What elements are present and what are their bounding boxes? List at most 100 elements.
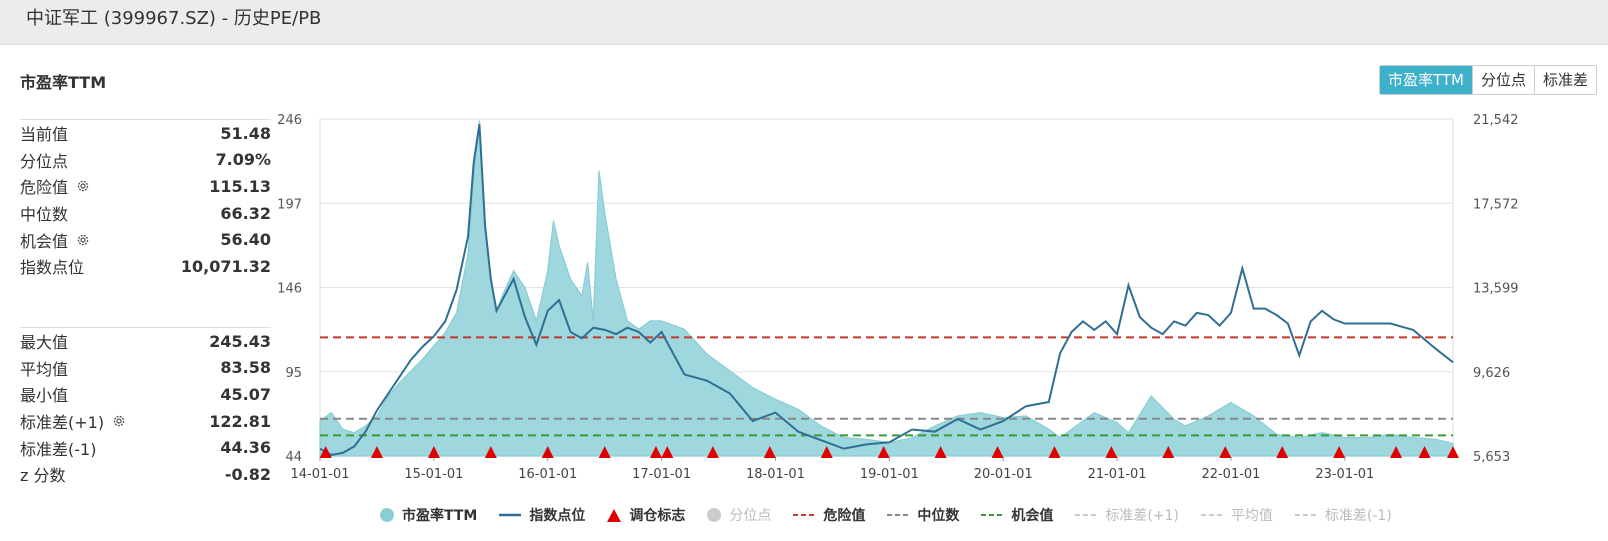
stat-value: 10,071.32 <box>180 256 271 276</box>
triangle-icon <box>607 508 622 522</box>
stat-label: 机会值 <box>20 231 69 251</box>
toggle-pe-ttm[interactable]: 市盈率TTM <box>1379 66 1472 94</box>
stat-label: 平均值 <box>20 359 69 379</box>
y-right-tick-label: 17,572 <box>1473 197 1519 212</box>
rebalance-marker <box>319 446 332 458</box>
gear-icon[interactable] <box>112 414 126 428</box>
stat-label: 最大值 <box>20 333 69 353</box>
pe-panel: 市盈率TTM 市盈率TTM 分位点 标准差 当前值 51.48 分位点 7.09% 危险… <box>0 44 1608 541</box>
legend-label: 市盈率TTM <box>402 508 478 524</box>
stat-label: z 分数 <box>20 466 66 486</box>
legend-item[interactable]: 分位点 <box>707 505 771 525</box>
stat-value: 115.13 <box>209 176 271 196</box>
y-right-tick-label: 5,653 <box>1473 450 1510 465</box>
rebalance-marker <box>1162 446 1175 458</box>
legend-label: 中位数 <box>917 508 960 524</box>
stat-value: 122.81 <box>209 411 271 431</box>
stat-current-row: 指数点位 10,071.32 <box>20 253 271 280</box>
stat-label: 中位数 <box>20 205 69 225</box>
gear-icon[interactable] <box>76 233 90 247</box>
y-right-tick-label: 9,626 <box>1473 366 1510 381</box>
stat-summary-row: 最小值 45.07 <box>20 381 271 408</box>
rebalance-marker <box>1105 446 1118 458</box>
x-tick-label: 20-01-01 <box>974 467 1033 482</box>
stat-label: 分位点 <box>20 151 69 171</box>
rebalance-marker <box>1219 446 1232 458</box>
y-left-tick-label: 146 <box>277 282 302 297</box>
toggle-std-dev[interactable]: 标准差 <box>1533 66 1596 94</box>
rebalance-marker <box>541 446 554 458</box>
stat-current-row: 分位点 7.09% <box>20 147 271 174</box>
y-right-tick-label: 21,542 <box>1473 113 1519 128</box>
toggle-percentile[interactable]: 分位点 <box>1471 66 1534 94</box>
stat-summary-row: 标准差(-1) 44.36 <box>20 434 271 461</box>
rebalance-marker <box>991 446 1004 458</box>
rebalance-marker <box>370 446 383 458</box>
rebalance-marker <box>706 446 719 458</box>
legend-item[interactable]: 标准差(+1) <box>1075 505 1179 525</box>
line-icon <box>499 513 522 517</box>
stat-value: 7.09% <box>215 150 271 170</box>
legend-label: 标准差(+1) <box>1105 508 1179 524</box>
stat-label: 最小值 <box>20 386 69 406</box>
rebalance-marker <box>763 446 776 458</box>
stats-summary: 最大值 245.43 平均值 83.58 最小值 45.07 标准差(+1) 122.81 标准… <box>20 327 271 488</box>
legend-label: 危险值 <box>823 508 866 524</box>
pe-ttm-area <box>319 120 1454 457</box>
index-line <box>319 123 1454 457</box>
rebalance-marker <box>934 446 947 458</box>
dash-line-icon <box>981 514 1004 516</box>
stat-value: 56.40 <box>220 230 271 250</box>
legend-label: 机会值 <box>1011 508 1054 524</box>
stat-value: 44.36 <box>220 438 271 458</box>
stat-value: 45.07 <box>220 384 271 404</box>
dash-line-icon <box>793 514 816 516</box>
legend-item[interactable]: 标准差(-1) <box>1294 505 1392 525</box>
dash-line-icon <box>1200 514 1223 516</box>
rebalance-marker <box>661 446 674 458</box>
rebalance-marker <box>1418 446 1431 458</box>
legend-item[interactable]: 市盈率TTM <box>380 505 477 525</box>
stat-label: 指数点位 <box>20 258 85 278</box>
legend-label: 标准差(-1) <box>1324 508 1392 524</box>
stat-summary-row: z 分数 -0.82 <box>20 461 271 488</box>
legend-item[interactable]: 平均值 <box>1200 505 1273 525</box>
legend-item[interactable]: 指数点位 <box>499 505 585 525</box>
legend-item[interactable]: 危险值 <box>793 505 865 525</box>
metric-toggle-group: 市盈率TTM 分位点 标准差 <box>1378 65 1597 95</box>
stat-value: 83.58 <box>220 358 271 378</box>
stat-current-row: 当前值 51.48 <box>20 120 271 147</box>
dash-line-icon <box>887 514 910 516</box>
stat-label: 当前值 <box>20 125 69 145</box>
dot-icon <box>380 508 394 522</box>
stat-summary-row: 平均值 83.58 <box>20 355 271 382</box>
rebalance-marker <box>877 446 890 458</box>
legend-label: 调仓标志 <box>629 508 686 524</box>
stat-summary-row: 标准差(+1) 122.81 <box>20 408 271 435</box>
legend-item[interactable]: 中位数 <box>887 505 959 525</box>
stat-label: 标准差(-1) <box>20 439 97 459</box>
rebalance-marker <box>1447 446 1459 458</box>
pe-history-chart[interactable]: 246 21,542 197 17,572 146 13,599 95 9,626 44 5,65… <box>275 101 1608 521</box>
legend-label: 平均值 <box>1230 508 1273 524</box>
x-tick-label: 23-01-01 <box>1315 467 1374 482</box>
x-tick-label: 21-01-01 <box>1088 467 1147 482</box>
stat-label: 标准差(+1) <box>20 413 105 433</box>
x-tick-label: 22-01-01 <box>1201 467 1260 482</box>
dash-line-icon <box>1294 514 1317 516</box>
x-tick-label: 17-01-01 <box>632 467 691 482</box>
rebalance-marker <box>1333 446 1346 458</box>
stat-value: 51.48 <box>220 123 271 143</box>
stat-value: -0.82 <box>224 464 271 484</box>
stat-value: 66.32 <box>220 203 271 223</box>
stat-label: 危险值 <box>20 178 69 198</box>
legend-item[interactable]: 机会值 <box>981 505 1053 525</box>
stat-current-row: 中位数 66.32 <box>20 200 271 227</box>
rebalance-marker <box>1390 446 1403 458</box>
rebalance-marker <box>598 446 611 458</box>
rebalance-marker <box>1048 446 1061 458</box>
gear-icon[interactable] <box>76 179 90 193</box>
rebalance-marker <box>649 446 662 458</box>
y-left-tick-label: 246 <box>277 113 302 128</box>
legend-item[interactable]: 调仓标志 <box>607 505 685 525</box>
